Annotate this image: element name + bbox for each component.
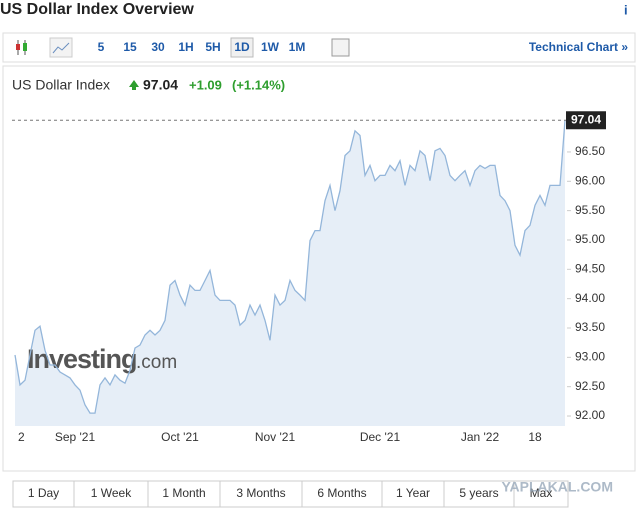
toolbar	[2, 32, 636, 63]
last-price-label: 97.04	[571, 112, 601, 126]
y-tick-label: 92.50	[575, 379, 605, 393]
range-button[interactable]: 1 Year	[396, 486, 430, 500]
y-tick-label: 94.00	[575, 291, 605, 305]
y-tick-label: 96.00	[575, 173, 605, 187]
area-icon-line	[52, 42, 70, 54]
range-button[interactable]: Max	[530, 486, 553, 500]
range-button[interactable]: 1 Week	[91, 486, 132, 500]
y-tick-label: 95.00	[575, 232, 605, 246]
price-line	[14, 120, 566, 414]
info-icon[interactable]: i	[624, 2, 628, 17]
area-icon[interactable]	[49, 37, 73, 58]
interval-button[interactable]: 1W	[261, 40, 280, 54]
quote-change: +1.09	[189, 77, 222, 92]
x-tick-label: 2	[18, 430, 25, 444]
watermark-suffix: .com	[136, 352, 177, 373]
range-button[interactable]: 6 Months	[317, 486, 366, 500]
x-tick-label: Sep '21	[55, 430, 96, 444]
y-tick-label: 95.50	[575, 203, 605, 217]
x-tick-label: Oct '21	[161, 430, 199, 444]
y-tick-label: 93.00	[575, 350, 605, 364]
watermark-overlay: YAPLAKAL.COM	[502, 479, 614, 495]
settings-icon[interactable]	[331, 38, 350, 57]
interval-button[interactable]: 5	[98, 40, 105, 54]
range-bar	[12, 480, 569, 508]
interval-button[interactable]: 1M	[289, 40, 306, 54]
range-button[interactable]: 5 years	[459, 486, 498, 500]
x-tick-label: Jan '22	[461, 430, 500, 444]
watermark: Investing	[27, 344, 137, 374]
range-button[interactable]: 1 Day	[28, 486, 59, 500]
x-tick-label: Dec '21	[360, 430, 401, 444]
y-tick-label: 92.00	[575, 408, 605, 422]
interval-button[interactable]: 15	[123, 40, 137, 54]
widget-title: US Dollar Index Overview	[0, 1, 194, 18]
quote-price: 97.04	[143, 77, 178, 93]
interval-button[interactable]: 1D	[234, 40, 250, 54]
technical-chart-link[interactable]: Technical Chart »	[529, 40, 628, 54]
x-tick-label: Nov '21	[255, 430, 296, 444]
quote-change-pct: (+1.14%)	[232, 77, 285, 92]
range-button[interactable]: 3 Months	[236, 486, 285, 500]
area-fill	[15, 120, 565, 427]
range-button[interactable]: 1 Month	[162, 486, 205, 500]
quote-name: US Dollar Index	[12, 77, 110, 93]
candle-icon[interactable]	[16, 40, 27, 55]
last-price-box	[566, 111, 606, 130]
up-arrow	[129, 80, 139, 90]
y-tick-label: 94.50	[575, 261, 605, 275]
interval-active	[230, 37, 254, 58]
x-tick-label: 18	[528, 430, 542, 444]
interval-button[interactable]: 5H	[205, 40, 220, 54]
interval-button[interactable]: 30	[151, 40, 165, 54]
interval-button[interactable]: 1H	[178, 40, 193, 54]
y-tick-label: 96.50	[575, 144, 605, 158]
y-tick-label: 93.50	[575, 320, 605, 334]
